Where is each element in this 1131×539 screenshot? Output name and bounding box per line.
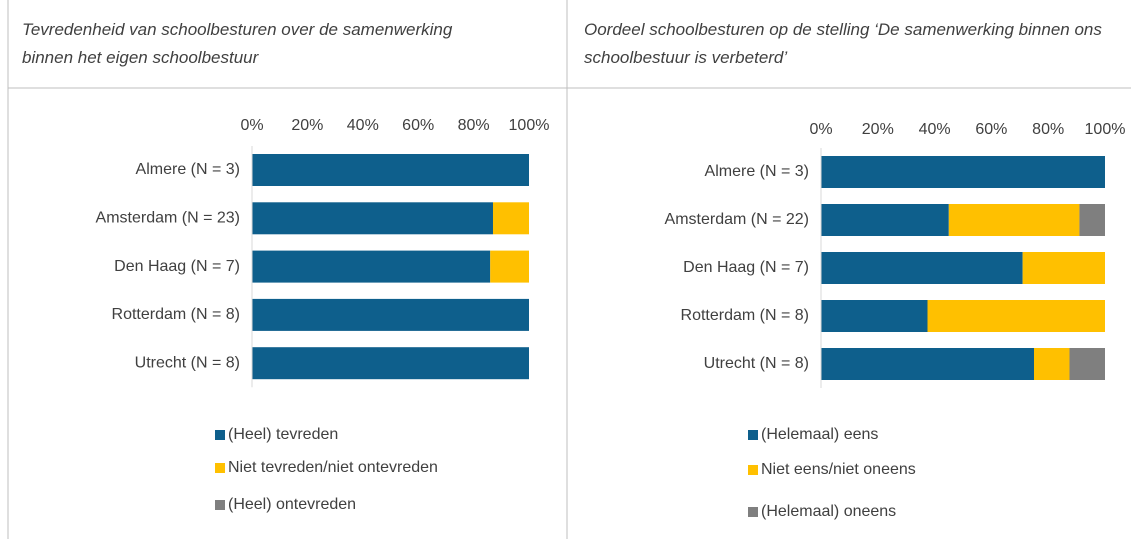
legend-swatch [215,500,225,510]
legend-label: (Heel) ontevreden [228,496,356,513]
y-tick-label: Rotterdam (N = 8) [681,307,809,324]
x-tick-label: 20% [291,117,323,134]
bar-segment [821,348,1034,380]
legend-swatch [748,507,758,517]
legend-label: (Helemaal) oneens [761,503,896,520]
legend-label: (Heel) tevreden [228,426,338,443]
x-tick-label: 100% [1085,121,1126,138]
x-tick-label: 0% [240,117,263,134]
bar-segment [492,202,529,235]
bar-segment [927,300,1105,332]
bar-segment [948,204,1080,236]
y-tick-label: Rotterdam (N = 8) [112,306,240,323]
x-tick-label: 60% [975,121,1007,138]
x-tick-label: 40% [919,121,951,138]
legend-swatch [748,465,758,475]
legend-swatch [215,430,225,440]
y-tick-label: Utrecht (N = 8) [135,354,240,371]
bar-segment [252,347,529,380]
legend-label: Niet eens/niet oneens [761,461,916,478]
x-tick-label: 80% [458,117,490,134]
bar-segment [252,298,529,331]
bar-segment [252,250,491,283]
x-tick-label: 0% [809,121,832,138]
bar-segment [821,156,1105,188]
chart-title: Oordeel schoolbesturen op de stelling ‘D… [584,20,1102,67]
x-tick-label: 100% [509,117,550,134]
bar-segment [1034,348,1070,380]
x-tick-label: 20% [862,121,894,138]
x-tick-label: 40% [347,117,379,134]
bar-segment [252,202,493,235]
y-tick-label: Den Haag (N = 7) [114,258,240,275]
y-tick-label: Den Haag (N = 7) [683,259,809,276]
bar-segment [490,250,529,283]
legend-swatch [748,430,758,440]
bar-segment [252,154,529,186]
bar-segment [821,300,928,332]
bar-segment [1022,252,1105,284]
y-tick-label: Almere (N = 3) [136,161,240,178]
chart-title: Tevredenheid van schoolbesturen over de … [22,20,453,67]
legend-label: Niet tevreden/niet ontevreden [228,459,438,476]
y-tick-label: Amsterdam (N = 23) [96,210,240,227]
legend-swatch [215,463,225,473]
bar-segment [1079,204,1105,236]
bar-segment [821,204,949,236]
bar-segment [821,252,1023,284]
x-tick-label: 60% [402,117,434,134]
x-tick-label: 80% [1032,121,1064,138]
bar-segment [1069,348,1105,380]
y-tick-label: Almere (N = 3) [705,163,809,180]
y-tick-label: Amsterdam (N = 22) [665,211,809,228]
legend-label: (Helemaal) eens [761,426,878,443]
y-tick-label: Utrecht (N = 8) [704,355,809,372]
